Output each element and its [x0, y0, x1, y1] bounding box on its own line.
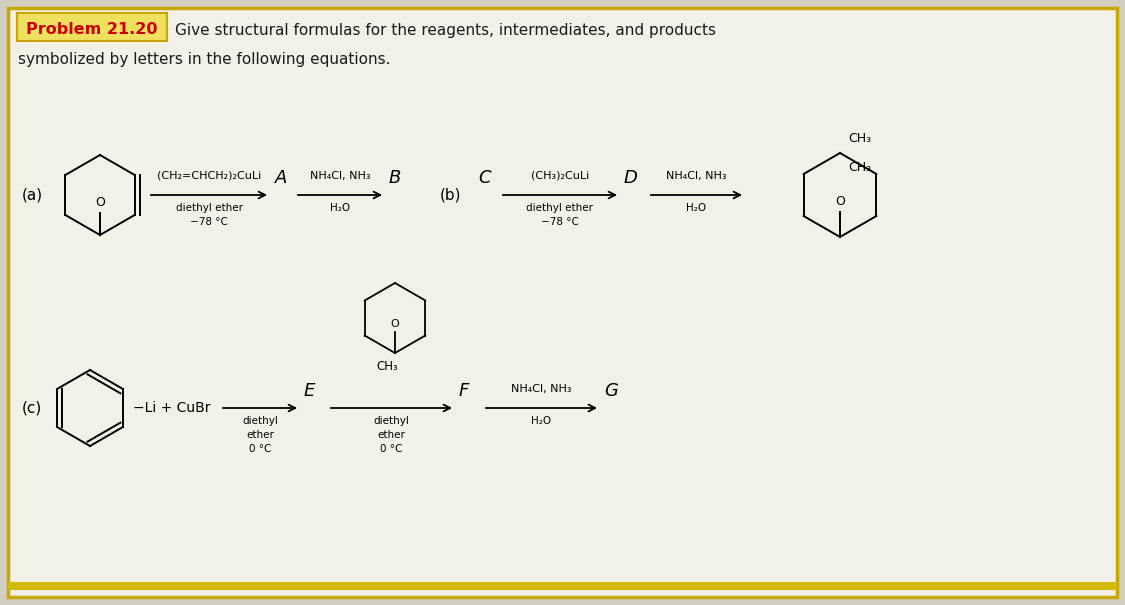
Text: O: O: [835, 195, 845, 208]
Text: CH₃: CH₃: [848, 161, 871, 174]
Text: F: F: [459, 382, 469, 400]
Text: −78 °C: −78 °C: [541, 217, 579, 227]
Text: C: C: [478, 169, 490, 187]
Text: (b): (b): [440, 188, 461, 203]
Text: diethyl ether: diethyl ether: [526, 203, 594, 213]
FancyBboxPatch shape: [17, 13, 166, 41]
Text: NH₄Cl, NH₃: NH₄Cl, NH₃: [666, 171, 727, 181]
Text: diethyl: diethyl: [242, 416, 278, 426]
Text: H₂O: H₂O: [531, 416, 551, 426]
Text: O: O: [94, 196, 105, 209]
Text: Give structural formulas for the reagents, intermediates, and products: Give structural formulas for the reagent…: [176, 22, 716, 38]
Text: Problem 21.20: Problem 21.20: [26, 22, 158, 38]
Text: (CH₂=CHCH₂)₂CuLi: (CH₂=CHCH₂)₂CuLi: [156, 171, 261, 181]
Text: NH₄Cl, NH₃: NH₄Cl, NH₃: [309, 171, 370, 181]
Text: O: O: [390, 319, 399, 329]
Text: diethyl ether: diethyl ether: [176, 203, 243, 213]
Bar: [8, 582, 1117, 590]
Text: diethyl: diethyl: [374, 416, 410, 426]
Text: ether: ether: [378, 430, 405, 440]
Text: CH₃: CH₃: [376, 360, 398, 373]
Text: G: G: [604, 382, 618, 400]
Text: (a): (a): [22, 188, 43, 203]
Text: E: E: [304, 382, 315, 400]
Text: (CH₃)₂CuLi: (CH₃)₂CuLi: [531, 171, 590, 181]
Text: 0 °C: 0 °C: [249, 444, 271, 454]
Text: A: A: [274, 169, 287, 187]
Text: B: B: [389, 169, 402, 187]
Text: symbolized by letters in the following equations.: symbolized by letters in the following e…: [18, 52, 390, 67]
Text: ether: ether: [246, 430, 274, 440]
Text: H₂O: H₂O: [686, 203, 706, 213]
Text: 0 °C: 0 °C: [380, 444, 403, 454]
Text: NH₄Cl, NH₃: NH₄Cl, NH₃: [511, 384, 572, 394]
Text: (c): (c): [22, 401, 43, 416]
Text: H₂O: H₂O: [330, 203, 350, 213]
Text: −Li + CuBr: −Li + CuBr: [133, 401, 210, 415]
Text: CH₃: CH₃: [848, 132, 871, 145]
Text: D: D: [624, 169, 638, 187]
Text: −78 °C: −78 °C: [190, 217, 228, 227]
